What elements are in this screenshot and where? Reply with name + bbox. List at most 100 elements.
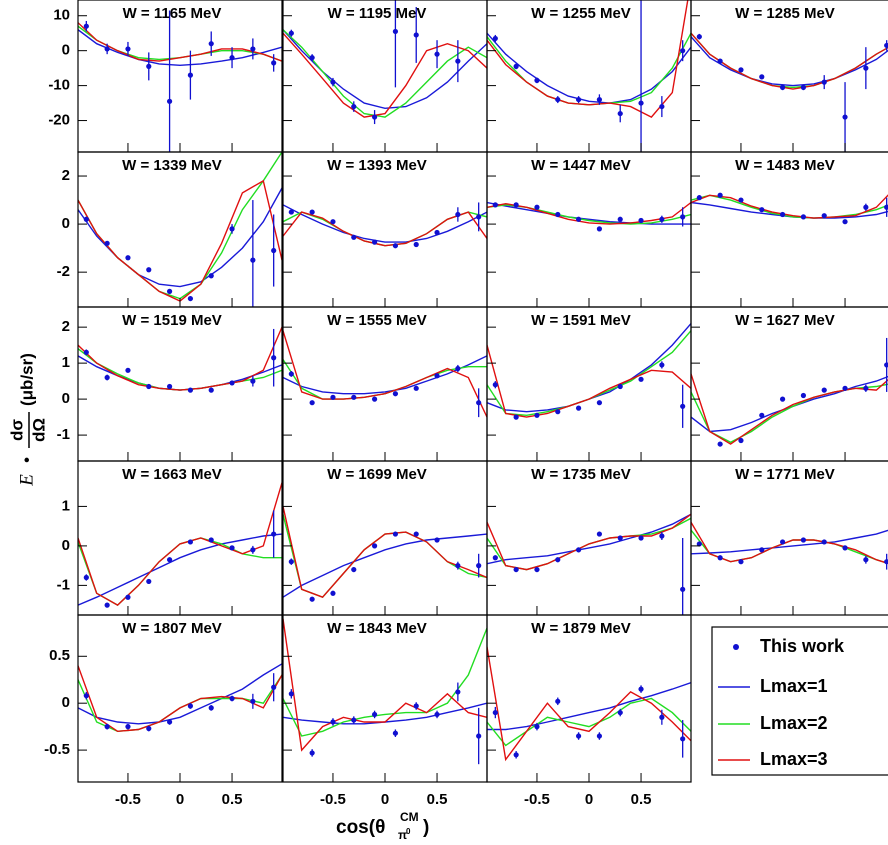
- fit-curve: [78, 348, 282, 391]
- data-point: [492, 555, 498, 561]
- data-point: [83, 23, 89, 29]
- fit-curve: [487, 344, 691, 418]
- data-point: [779, 84, 786, 90]
- fit-curve: [78, 663, 282, 725]
- legend-label: Lmax=2: [760, 713, 828, 733]
- plot-area: [487, 646, 691, 762]
- data-point: [125, 594, 131, 600]
- fit-curve: [78, 665, 282, 733]
- data-point: [351, 394, 357, 400]
- y-label-unit: (μb/sr): [17, 353, 36, 406]
- data-point: [659, 533, 665, 539]
- fit-curve: [78, 355, 282, 391]
- data-point: [104, 602, 110, 608]
- data-point: [392, 28, 399, 35]
- data-point: [696, 34, 702, 40]
- x-label-subsup: 0: [406, 827, 411, 836]
- fit-curve: [283, 355, 487, 395]
- data-point: [779, 396, 786, 402]
- plot-area: [78, 482, 282, 608]
- data-point: [659, 714, 665, 720]
- y-tick-label: 0: [62, 537, 70, 554]
- fit-curve: [78, 29, 282, 67]
- data-point: [288, 209, 294, 215]
- x-tick-label: 0: [176, 791, 184, 808]
- data-point: [842, 114, 848, 120]
- x-axis-label: cos(θ CM π 0 ): [336, 810, 429, 842]
- plot-area: [691, 521, 888, 570]
- plot-area: [283, 618, 487, 765]
- data-point: [371, 543, 378, 549]
- legend-label: Lmax=1: [760, 676, 828, 696]
- data-point: [455, 365, 461, 372]
- legend-box: [711, 626, 888, 776]
- y-tick-label: 0: [62, 42, 70, 59]
- data-point: [596, 96, 603, 103]
- data-point: [330, 219, 336, 225]
- data-point: [717, 555, 723, 561]
- panel-frame: [77, 306, 283, 462]
- fit-curve: [283, 618, 487, 752]
- x-tick-label: 0.5: [222, 791, 243, 808]
- panel-title: W = 1483 MeV: [735, 157, 835, 174]
- y-label-den: dΩ: [29, 418, 48, 442]
- fit-curve: [487, 32, 691, 104]
- data-point: [413, 32, 419, 38]
- data-point: [596, 226, 603, 232]
- data-point: [413, 385, 419, 391]
- y-tick-label: -20: [48, 112, 70, 129]
- data-point: [166, 383, 173, 390]
- fit-curve: [283, 211, 487, 247]
- panel-frame: [77, 0, 283, 153]
- panel-frame: [690, 151, 888, 308]
- data-point: [309, 400, 315, 406]
- data-point: [187, 539, 194, 545]
- panel: W = 1255 MeV: [486, 0, 692, 153]
- panel-frame: [486, 151, 692, 308]
- data-point: [680, 214, 686, 220]
- plot-area: [283, 330, 487, 418]
- data-point: [492, 382, 498, 388]
- data-point: [476, 563, 482, 569]
- panel: -2 0 2 W = 1339 MeV: [57, 151, 283, 308]
- y-tick-label: -1: [57, 426, 70, 443]
- data-point: [146, 383, 152, 390]
- panel: -1 0 1 W = 1663 MeV: [57, 460, 283, 616]
- data-point: [271, 684, 277, 690]
- fit-curve: [78, 187, 282, 288]
- plot-area: [487, 0, 691, 152]
- plot-area: [487, 323, 691, 428]
- data-point: [884, 42, 888, 49]
- fit-curve: [487, 681, 691, 731]
- fit-curve: [487, 513, 691, 565]
- fit-curve: [691, 375, 888, 433]
- data-point: [125, 724, 131, 730]
- data-point: [83, 216, 89, 222]
- fit-curve: [78, 482, 282, 606]
- panel-title: W = 1699 MeV: [327, 466, 427, 483]
- panel-frame: [77, 151, 283, 308]
- data-point: [638, 217, 644, 224]
- data-point: [680, 48, 686, 54]
- panel-title: W = 1591 MeV: [531, 312, 631, 329]
- x-tick-label: -0.5: [524, 791, 550, 808]
- x-tick-label: 0: [381, 791, 389, 808]
- fit-curve: [283, 29, 487, 110]
- plot-area: [691, 32, 888, 152]
- y-tick-label: 1: [62, 497, 70, 514]
- fit-curve: [78, 326, 282, 391]
- data-point: [863, 65, 869, 71]
- data-point: [392, 243, 399, 249]
- data-point: [208, 705, 214, 711]
- panel: W = 1699 MeV: [282, 460, 488, 616]
- data-point: [800, 392, 807, 399]
- fit-curve: [691, 521, 888, 565]
- fit-curve: [283, 514, 487, 599]
- panel-title: W = 1807 MeV: [122, 620, 222, 637]
- fit-curve: [487, 32, 691, 106]
- data-point: [250, 698, 256, 704]
- data-point: [455, 58, 461, 64]
- data-point: [513, 566, 519, 573]
- y-tick-label: 10: [53, 7, 70, 24]
- data-point: [821, 79, 827, 85]
